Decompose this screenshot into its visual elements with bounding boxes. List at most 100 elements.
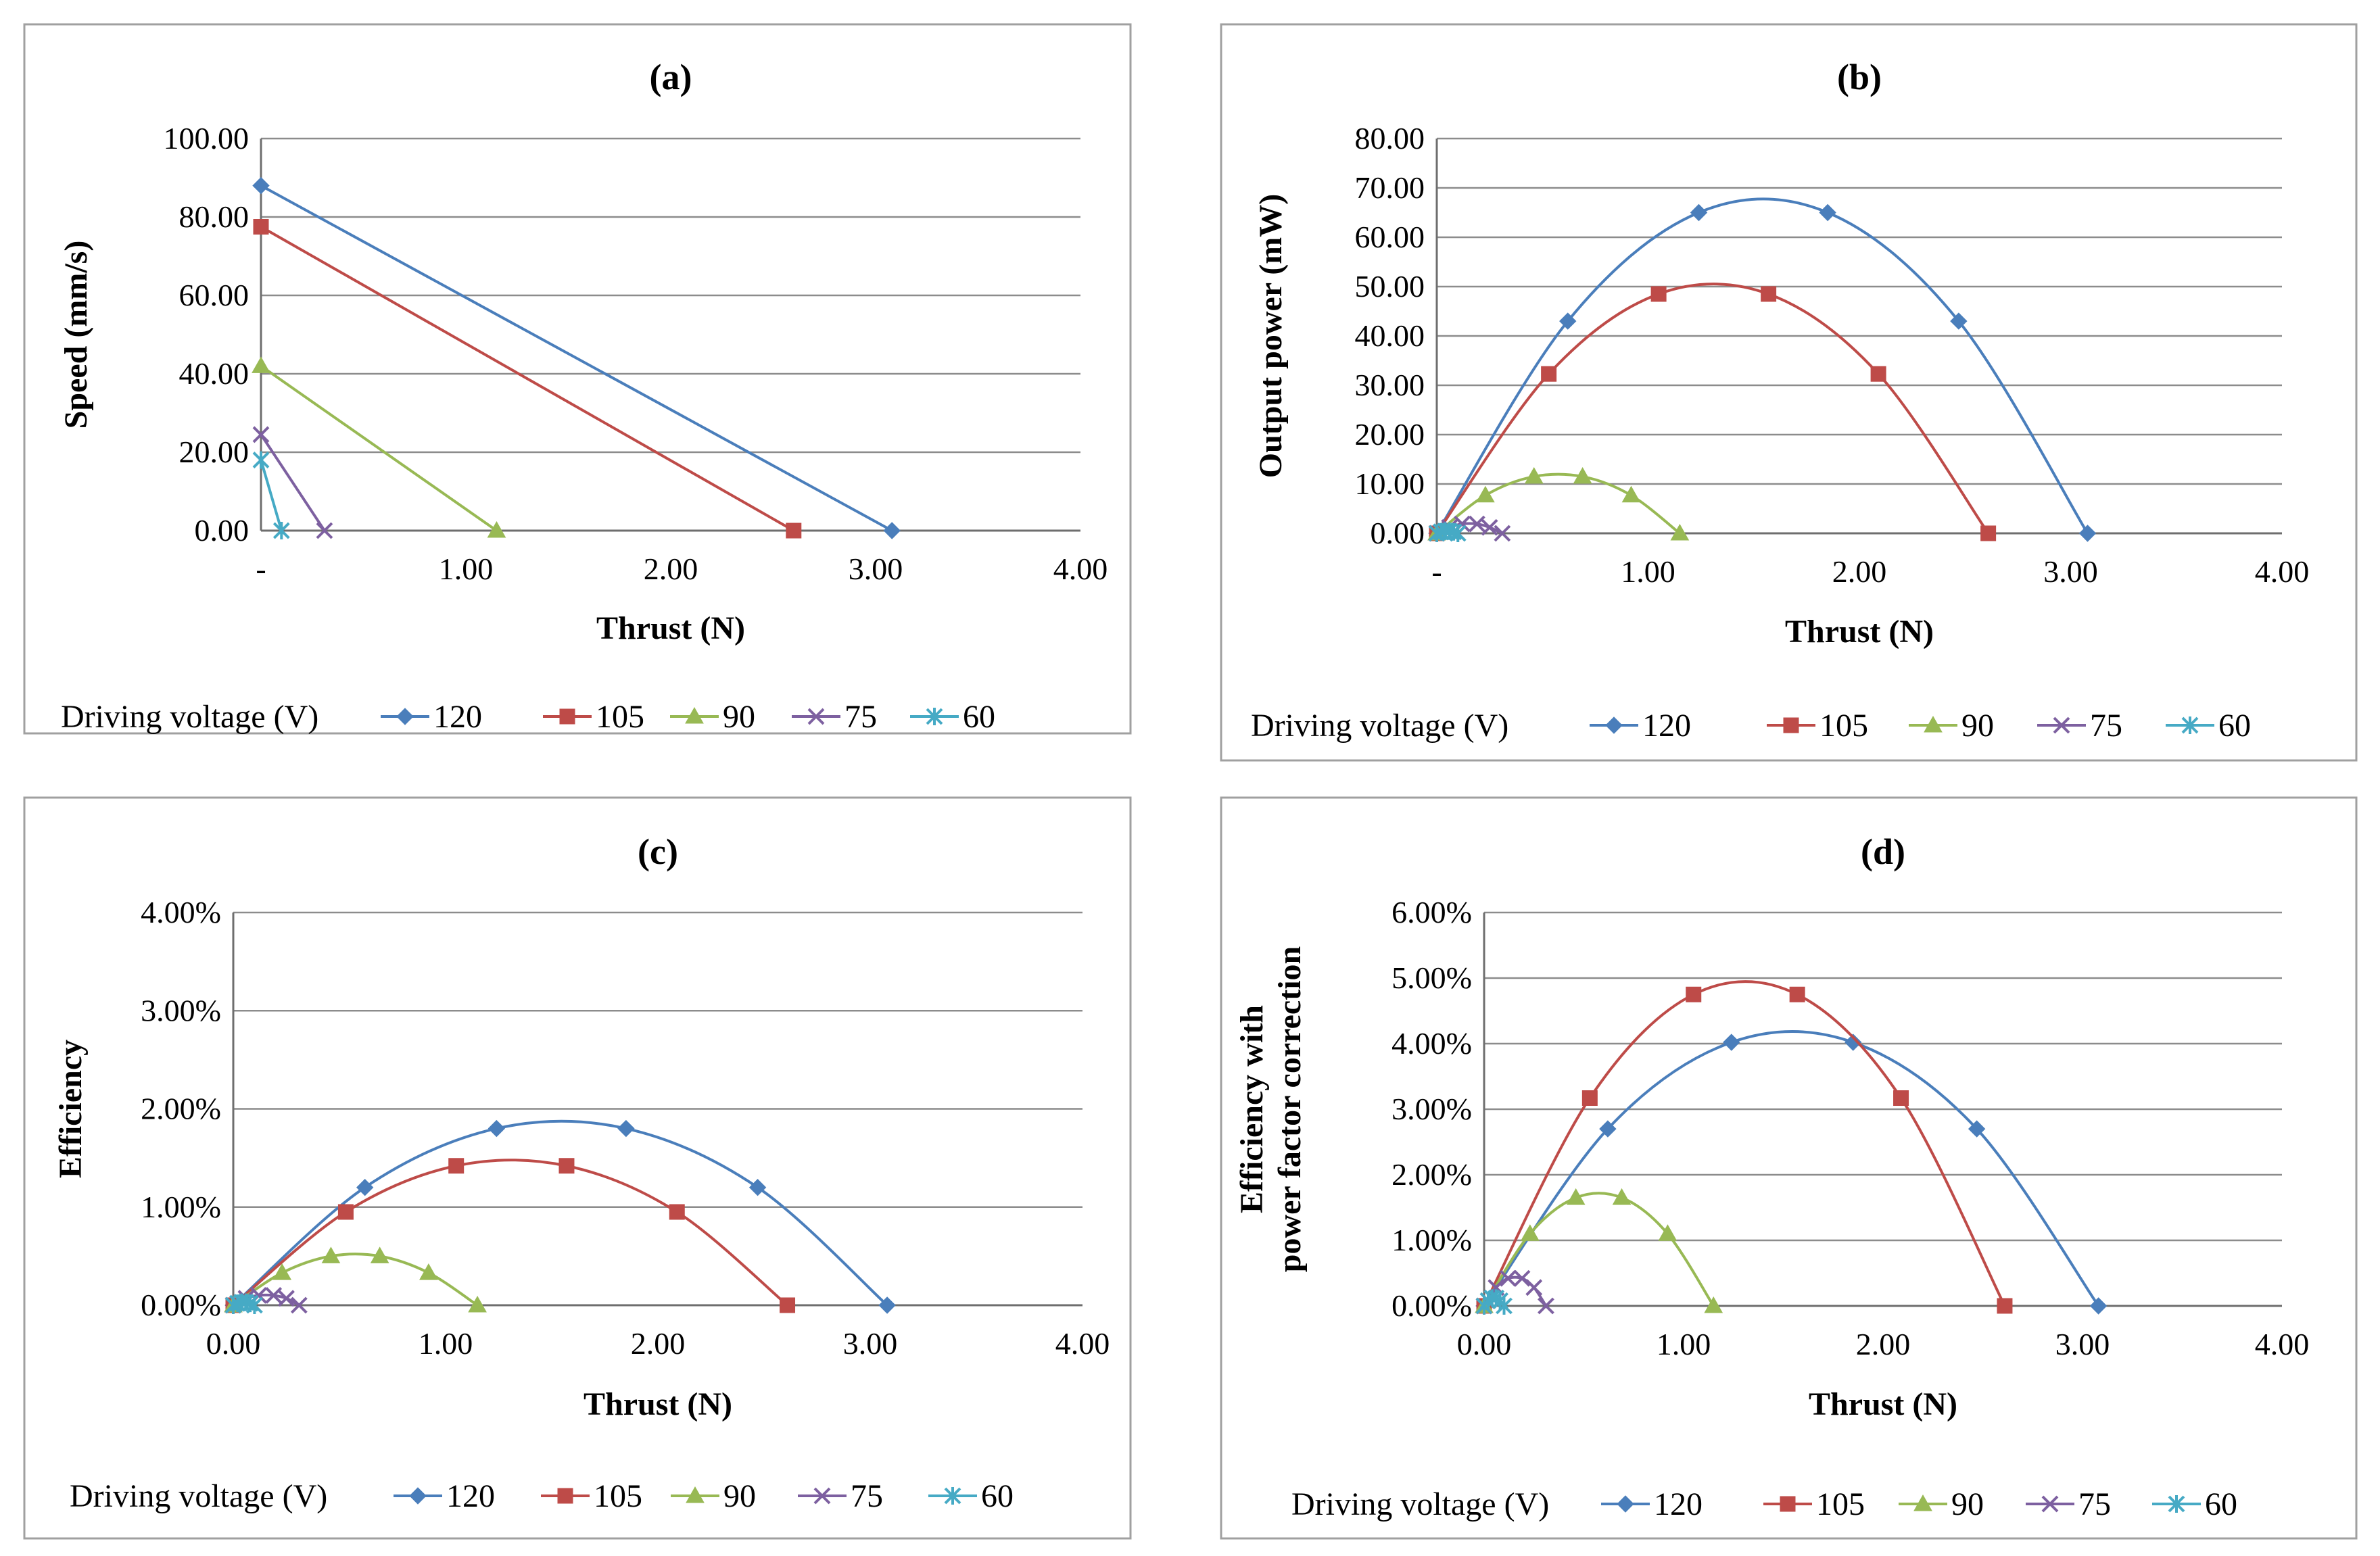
data-point bbox=[1581, 1090, 1598, 1107]
data-point bbox=[1599, 1120, 1617, 1138]
data-point bbox=[1893, 1090, 1909, 1107]
series-60 bbox=[252, 451, 290, 539]
data-point bbox=[1524, 467, 1544, 484]
data-point bbox=[1573, 467, 1592, 484]
legend-item-105: 105 bbox=[1763, 1486, 1865, 1522]
series-120 bbox=[252, 176, 901, 539]
data-point bbox=[1476, 485, 1495, 503]
legend-label: 90 bbox=[1961, 708, 1994, 744]
panel-frame bbox=[1220, 796, 2358, 1540]
legend-item-60: 60 bbox=[2166, 708, 2251, 744]
legend-marker bbox=[1617, 1495, 1634, 1513]
legend-item-60: 60 bbox=[910, 699, 995, 735]
x-tick-label: 3.00 bbox=[843, 1326, 898, 1361]
data-point bbox=[321, 1246, 341, 1263]
series-line bbox=[260, 460, 283, 531]
panel-d: 0.00% 1.00% 2.00% 3.00% 4.00% 5.00% 6.00% 0.00 1… bbox=[1220, 796, 2358, 1540]
legend-marker bbox=[685, 706, 704, 724]
legend-label: 75 bbox=[851, 1478, 883, 1514]
series-line bbox=[1435, 197, 2089, 535]
data-point bbox=[1704, 1296, 1723, 1313]
legend-label: 60 bbox=[981, 1478, 1014, 1514]
legend-item-105: 105 bbox=[1767, 708, 1868, 744]
x-axis-title: Thrust (N) bbox=[596, 610, 745, 646]
legend-marker bbox=[1913, 1494, 1932, 1511]
x-tick-label: 0.00 bbox=[206, 1326, 261, 1361]
data-point bbox=[252, 356, 270, 373]
data-point bbox=[1559, 312, 1577, 330]
y-tick-label: 6.00% bbox=[1391, 895, 1472, 929]
y-tick-label: 20.00 bbox=[1355, 417, 1425, 452]
y-tick-label: 80.00 bbox=[179, 199, 249, 234]
series-120 bbox=[1428, 197, 2097, 542]
legend-marker bbox=[1924, 715, 1943, 733]
series-line bbox=[1483, 1030, 2100, 1307]
legend-title: Driving voltage (V) bbox=[70, 1478, 327, 1514]
legend-marker bbox=[1780, 1496, 1796, 1512]
legend-item-75: 75 bbox=[2026, 1486, 2111, 1522]
legend-item-75: 75 bbox=[798, 1478, 883, 1514]
data-point bbox=[370, 1246, 389, 1263]
y-tick-label: 4.00% bbox=[141, 895, 221, 929]
data-point bbox=[1525, 1279, 1543, 1296]
data-point bbox=[1980, 525, 1997, 541]
y-tick-label: 3.00% bbox=[141, 993, 221, 1027]
series-line bbox=[1483, 980, 2006, 1307]
panel-title: (d) bbox=[1861, 831, 1905, 872]
data-point bbox=[1789, 986, 1805, 1002]
y-tick-label: 2.00% bbox=[141, 1092, 221, 1126]
legend-label: 75 bbox=[2078, 1486, 2111, 1522]
y-tick-label: 40.00 bbox=[179, 356, 249, 391]
y-axis-title: Efficiency with bbox=[1234, 1005, 1270, 1213]
legend-item-90: 90 bbox=[1909, 708, 1994, 744]
data-point bbox=[1690, 203, 1708, 222]
legend-item-120: 120 bbox=[1590, 708, 1691, 744]
data-point bbox=[1658, 1224, 1677, 1241]
data-point bbox=[1538, 1297, 1554, 1315]
x-tick-label: 1.00 bbox=[1621, 554, 1675, 589]
legend-label: 120 bbox=[1642, 708, 1691, 744]
data-point bbox=[265, 1287, 283, 1304]
x-tick-label: 3.00 bbox=[849, 552, 903, 586]
data-point bbox=[1968, 1120, 1986, 1138]
series-60 bbox=[224, 1293, 263, 1314]
panel-title: (b) bbox=[1837, 57, 1882, 97]
legend-item-75: 75 bbox=[792, 699, 877, 735]
legend-marker bbox=[807, 708, 825, 725]
legend-marker bbox=[813, 1487, 831, 1505]
series-line bbox=[260, 433, 326, 532]
series-120 bbox=[1475, 1030, 2108, 1315]
series-line bbox=[1483, 1192, 1715, 1307]
data-point bbox=[316, 522, 333, 539]
y-tick-label: 0.00% bbox=[1391, 1288, 1472, 1323]
legend-marker bbox=[2168, 1495, 2185, 1513]
data-point bbox=[786, 522, 802, 539]
legend-title: Driving voltage (V) bbox=[1291, 1486, 1549, 1522]
legend-label: 90 bbox=[723, 699, 755, 735]
x-tick-label: 3.00 bbox=[2055, 1327, 2110, 1361]
x-tick-label: 1.00 bbox=[439, 552, 494, 586]
y-tick-label: 1.00% bbox=[1391, 1223, 1472, 1257]
panel-title: (a) bbox=[650, 57, 692, 97]
legend-item-120: 120 bbox=[394, 1478, 495, 1514]
data-point bbox=[253, 219, 269, 235]
panel-frame bbox=[23, 23, 1132, 735]
legend-item-60: 60 bbox=[928, 1478, 1014, 1514]
data-point bbox=[780, 1297, 796, 1313]
legend-marker bbox=[396, 708, 414, 725]
data-point bbox=[487, 520, 506, 538]
series-line bbox=[260, 184, 893, 532]
series-90 bbox=[252, 356, 506, 538]
legend-marker bbox=[1605, 716, 1623, 734]
data-point bbox=[337, 1204, 354, 1220]
data-point bbox=[883, 522, 901, 539]
data-point bbox=[1650, 286, 1667, 302]
series-line bbox=[260, 225, 794, 532]
data-point bbox=[1621, 485, 1641, 503]
x-tick-label: 4.00 bbox=[1055, 1326, 1110, 1361]
legend-item-75: 75 bbox=[2037, 708, 2122, 744]
y-tick-label: 0.00% bbox=[141, 1288, 221, 1322]
legend-marker bbox=[944, 1487, 961, 1505]
y-tick-label: 40.00 bbox=[1355, 318, 1425, 353]
data-point bbox=[878, 1296, 896, 1314]
